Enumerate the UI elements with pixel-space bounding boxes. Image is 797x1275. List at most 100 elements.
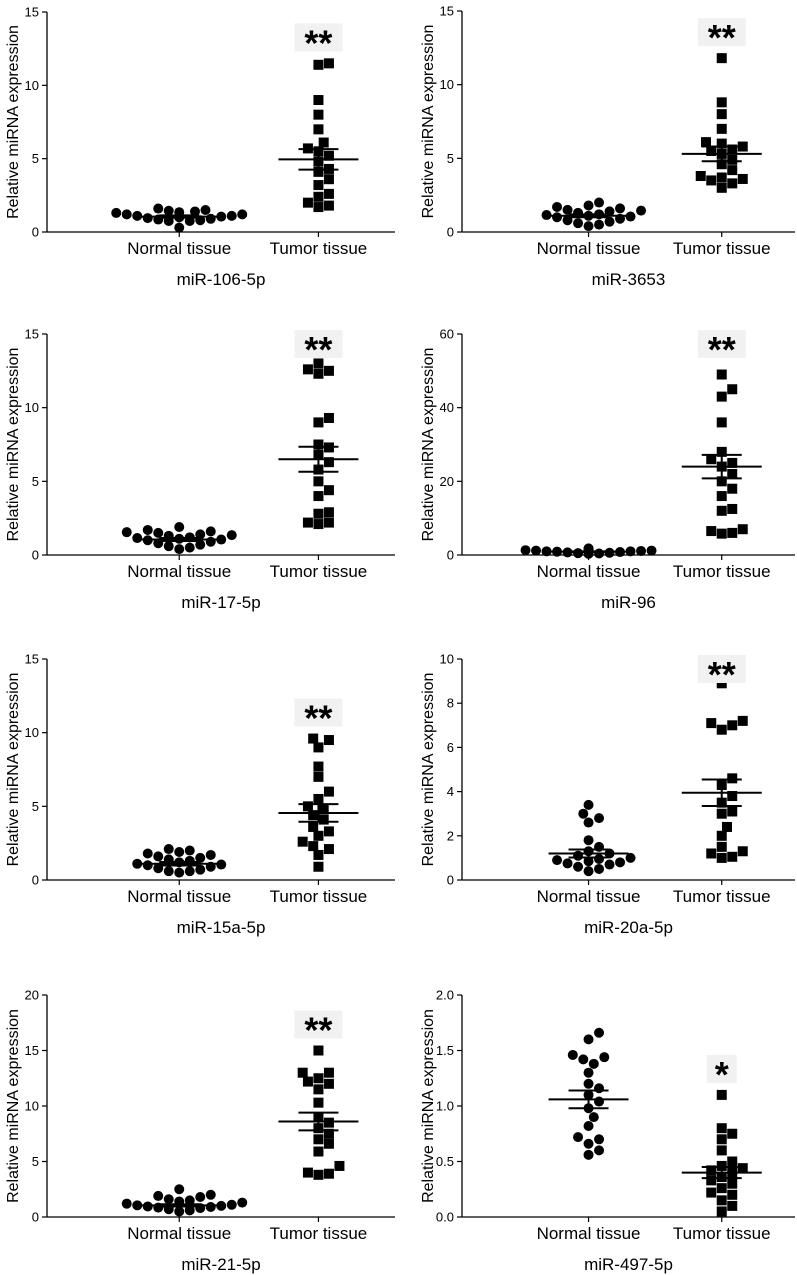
data-point bbox=[142, 213, 153, 224]
data-point bbox=[313, 771, 324, 782]
significance-label: ** bbox=[304, 22, 332, 63]
data-point bbox=[583, 1138, 594, 1149]
y-tick-label: 1.0 bbox=[436, 1099, 454, 1114]
y-axis-label: Relative miRNA expression bbox=[5, 25, 22, 219]
data-point bbox=[578, 1054, 589, 1065]
significance-label: ** bbox=[304, 1010, 332, 1051]
data-point bbox=[594, 1083, 605, 1094]
data-point bbox=[205, 526, 216, 537]
y-axis-label: Relative miRNA expression bbox=[420, 1009, 437, 1203]
data-point bbox=[583, 817, 594, 828]
data-point bbox=[313, 202, 324, 213]
data-point bbox=[727, 773, 738, 784]
data-point bbox=[195, 852, 206, 863]
data-point bbox=[541, 210, 552, 221]
y-tick-label: 5 bbox=[447, 151, 454, 166]
x-tick-label: Normal tissue bbox=[537, 239, 641, 258]
data-point bbox=[706, 1175, 717, 1186]
data-point bbox=[727, 527, 738, 538]
data-point bbox=[583, 1149, 594, 1160]
x-tick-label: Tumor tissue bbox=[673, 239, 771, 258]
chart-title: miR-21-5p bbox=[181, 1255, 260, 1274]
data-point bbox=[205, 849, 216, 860]
data-point bbox=[636, 205, 647, 216]
data-point bbox=[174, 544, 185, 555]
y-tick-label: 10 bbox=[25, 725, 39, 740]
data-point bbox=[205, 536, 216, 547]
data-point bbox=[174, 522, 185, 533]
data-point bbox=[205, 1189, 216, 1200]
data-point bbox=[727, 144, 738, 155]
significance-label: ** bbox=[708, 17, 736, 58]
chart-title: miR-17-5p bbox=[181, 593, 260, 612]
data-point bbox=[706, 454, 717, 465]
data-point bbox=[706, 1165, 717, 1176]
data-point bbox=[727, 384, 738, 395]
chart-panel-6: 0 2 4 6 8 10 Normal tissue Tumor tissue Relative… bbox=[420, 652, 795, 937]
data-point bbox=[727, 483, 738, 494]
data-point bbox=[531, 545, 542, 556]
significance-bg bbox=[697, 655, 746, 683]
chart-panel-1: 0 5 10 15 Normal tissue Tumor tissue Relative … bbox=[5, 5, 395, 289]
y-tick-label: 15 bbox=[25, 5, 39, 20]
data-point bbox=[323, 200, 334, 211]
data-point bbox=[604, 859, 615, 870]
significance-label: ** bbox=[304, 698, 332, 739]
data-point bbox=[308, 810, 319, 821]
data-point bbox=[189, 206, 200, 217]
data-point bbox=[727, 1189, 738, 1200]
data-point bbox=[727, 1128, 738, 1139]
data-point bbox=[174, 1184, 185, 1195]
significance-bg bbox=[294, 23, 343, 52]
data-point bbox=[313, 95, 324, 105]
data-point bbox=[302, 1167, 313, 1178]
data-point bbox=[313, 417, 324, 428]
data-point bbox=[323, 457, 334, 468]
data-point bbox=[716, 852, 727, 863]
data-point bbox=[583, 200, 594, 211]
data-point bbox=[594, 548, 605, 559]
y-tick-label: 0 bbox=[32, 548, 39, 563]
data-point bbox=[716, 1089, 727, 1100]
data-point bbox=[132, 210, 143, 221]
data-point bbox=[174, 222, 185, 233]
data-point bbox=[541, 546, 552, 557]
data-point bbox=[604, 547, 615, 558]
data-point bbox=[562, 204, 573, 215]
data-point bbox=[520, 545, 531, 556]
data-point bbox=[174, 1206, 185, 1217]
data-point bbox=[727, 154, 738, 165]
data-point bbox=[625, 852, 636, 863]
data-point bbox=[615, 857, 626, 868]
data-point bbox=[313, 1084, 324, 1095]
data-point bbox=[323, 174, 334, 185]
data-point bbox=[594, 219, 605, 230]
data-point bbox=[313, 166, 324, 177]
data-point bbox=[737, 524, 748, 535]
data-point bbox=[706, 175, 717, 186]
data-point bbox=[318, 137, 329, 148]
data-point bbox=[142, 848, 153, 859]
data-point bbox=[184, 542, 195, 553]
significance-bg bbox=[294, 1010, 343, 1039]
data-point bbox=[716, 172, 727, 183]
y-tick-label: 40 bbox=[440, 400, 454, 415]
data-point bbox=[153, 203, 164, 214]
data-point bbox=[297, 836, 308, 847]
data-point bbox=[588, 1058, 599, 1069]
data-point bbox=[313, 793, 324, 804]
data-point bbox=[195, 864, 206, 875]
data-point bbox=[313, 1097, 324, 1108]
data-point bbox=[323, 365, 334, 376]
significance-label: ** bbox=[304, 329, 332, 370]
data-point bbox=[195, 529, 206, 540]
data-point bbox=[727, 468, 738, 479]
x-tick-label: Normal tissue bbox=[127, 562, 231, 581]
data-point bbox=[588, 1112, 599, 1123]
data-point bbox=[153, 527, 164, 538]
y-axis-label: Relative miRNA expression bbox=[420, 25, 437, 219]
significance-label: * bbox=[715, 1054, 729, 1095]
y-tick-label: 15 bbox=[25, 327, 39, 342]
data-point bbox=[706, 1187, 717, 1198]
data-point bbox=[313, 358, 324, 369]
